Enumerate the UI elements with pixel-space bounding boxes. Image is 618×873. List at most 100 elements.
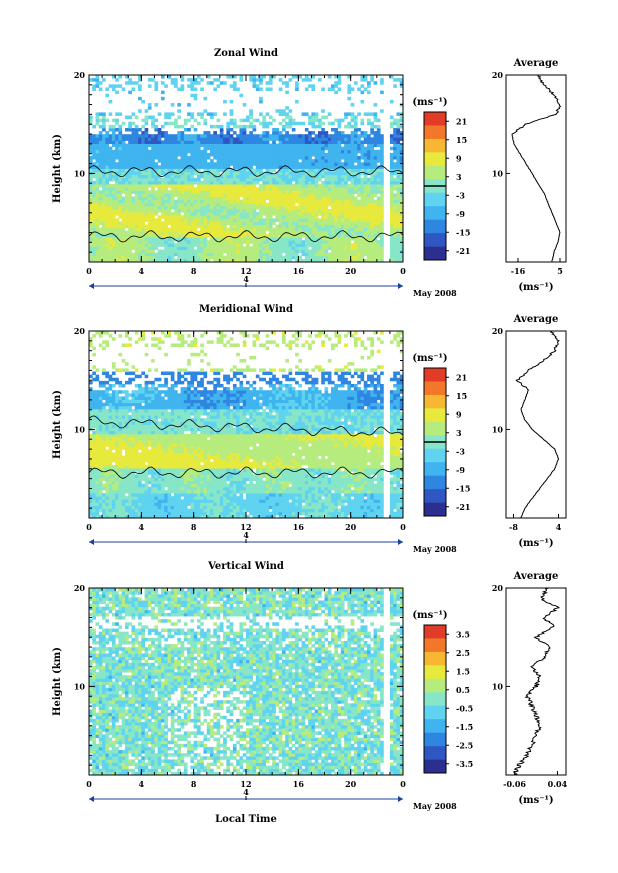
- average-x-tick-label: -0.06: [503, 779, 526, 789]
- x-tick-label: 16: [293, 266, 305, 276]
- average-y-tick-label: 20: [492, 583, 504, 593]
- date-label: May 2008: [413, 801, 457, 811]
- contour-line: [88, 230, 404, 243]
- average-unit-label: (ms⁻¹): [518, 282, 553, 293]
- average-x-tick-label: -8: [509, 522, 518, 532]
- date-axis-arrow: [398, 796, 403, 802]
- colorbar-unit: (ms⁻¹): [412, 610, 447, 621]
- colorbar-tick-label: -1.5: [456, 722, 473, 732]
- y-axis-label: Height (km): [52, 134, 63, 203]
- average-y-tick-label: 10: [492, 681, 504, 691]
- average-unit-label: (ms⁻¹): [518, 538, 553, 549]
- colorbar-segment: [424, 219, 446, 234]
- heatmap-cells: [89, 331, 404, 519]
- colorbar-segment: [424, 651, 446, 666]
- average-unit-label: (ms⁻¹): [518, 795, 553, 806]
- y-tick-label: 10: [74, 168, 86, 178]
- colorbar-tick-label: -15: [456, 227, 470, 237]
- average-y-tick-label: 20: [492, 326, 504, 336]
- contour-line: [88, 415, 404, 437]
- colorbar-tick-label: 1.5: [456, 666, 470, 676]
- panel-title: Vertical Wind: [207, 561, 284, 572]
- colorbar-tick-label: 9: [456, 153, 462, 163]
- colorbar-segment: [424, 719, 446, 733]
- colorbar-segment: [424, 112, 446, 126]
- average-title: Average: [513, 58, 559, 69]
- colorbar-segment: [424, 665, 446, 680]
- colorbar-segment: [424, 368, 446, 382]
- colorbar-segment: [424, 408, 446, 423]
- colorbar-segment: [424, 489, 446, 503]
- contour-line: [88, 466, 404, 479]
- colorbar-segment: [424, 692, 446, 707]
- y-tick-label: 10: [74, 681, 86, 691]
- colorbar-segment: [424, 462, 446, 476]
- colorbar-segment: [424, 678, 446, 693]
- x-tick-label: 20: [345, 779, 357, 789]
- colorbar-tick-label: -21: [456, 246, 470, 256]
- average-x-tick-label: 0.04: [548, 779, 568, 789]
- colorbar-tick-label: 3: [456, 172, 462, 182]
- x-tick-label: 12: [240, 522, 251, 532]
- day-label: 4: [243, 530, 249, 540]
- colorbar-tick-label: 15: [456, 391, 467, 401]
- colorbar-segment: [424, 502, 446, 517]
- colorbar-segment: [424, 246, 446, 261]
- x-tick-label: 4: [139, 522, 145, 532]
- average-x-tick-label: 5: [557, 266, 563, 276]
- colorbar-frame: [423, 624, 447, 774]
- colorbar-tick-label: -3: [456, 446, 465, 456]
- colorbar-segment: [424, 233, 446, 247]
- average-title: Average: [513, 314, 559, 325]
- contour-line: [88, 165, 404, 178]
- colorbar-tick-label: 21: [456, 372, 467, 382]
- x-tick-label: 0: [400, 522, 406, 532]
- colorbar-segment: [424, 732, 446, 747]
- colorbar-tick-label: -3: [456, 190, 465, 200]
- x-tick-label: 20: [345, 266, 357, 276]
- colorbar-segment: [424, 746, 446, 760]
- colorbar-segment: [424, 152, 446, 167]
- x-tick-label: 0: [86, 522, 92, 532]
- colorbar-tick-label: -0.5: [456, 703, 473, 713]
- average-x-tick-label: 4: [556, 522, 562, 532]
- colorbar-segment: [424, 206, 446, 220]
- day-label: 4: [243, 787, 249, 797]
- average-profile-line: [512, 587, 561, 776]
- colorbar-segment: [424, 381, 446, 396]
- colorbar: 21 15 9 3 -3 -9 -15 -21: [423, 111, 470, 261]
- x-tick-label: 16: [293, 522, 305, 532]
- average-panel: Average 10 20 -8 4(ms⁻¹): [492, 314, 567, 549]
- colorbar: 3.5 2.5 1.5 0.5 -0.5 -1.5 -2.5 -3.5: [423, 624, 473, 774]
- colorbar-tick-label: 21: [456, 116, 467, 126]
- day-label: 4: [243, 274, 249, 284]
- heatmap-cells: [89, 588, 404, 776]
- date-axis-arrow: [398, 283, 403, 289]
- x-tick-label: 0: [86, 779, 92, 789]
- x-tick-label: 8: [191, 266, 197, 276]
- colorbar-tick-label: 9: [456, 409, 462, 419]
- colorbar-segment: [424, 625, 446, 639]
- colorbar-tick-label: 3: [456, 428, 462, 438]
- y-axis-label: Height (km): [52, 647, 63, 716]
- x-tick-label: 12: [240, 779, 251, 789]
- date-axis-arrow: [89, 796, 94, 802]
- panel-1: Zonal Wind 0 4 8 12 16 20 0 10 20 Height (km) 4 May …: [52, 48, 567, 298]
- y-tick-label: 20: [74, 326, 86, 336]
- colorbar-tick-label: -15: [456, 483, 470, 493]
- colorbar-segment: [424, 394, 446, 409]
- date-axis-arrow: [89, 539, 94, 545]
- x-tick-label: 20: [345, 522, 357, 532]
- average-profile-line: [511, 74, 562, 263]
- date-label: May 2008: [413, 544, 457, 554]
- colorbar-tick-label: 3.5: [456, 629, 470, 639]
- date-axis-arrow: [398, 539, 403, 545]
- colorbar-segment: [424, 759, 446, 774]
- x-tick-label: 12: [240, 266, 251, 276]
- colorbar-tick-label: -9: [456, 209, 465, 219]
- date-label: May 2008: [413, 288, 457, 298]
- colorbar-unit: (ms⁻¹): [412, 97, 447, 108]
- colorbar-segment: [424, 638, 446, 653]
- x-tick-label: 0: [400, 266, 406, 276]
